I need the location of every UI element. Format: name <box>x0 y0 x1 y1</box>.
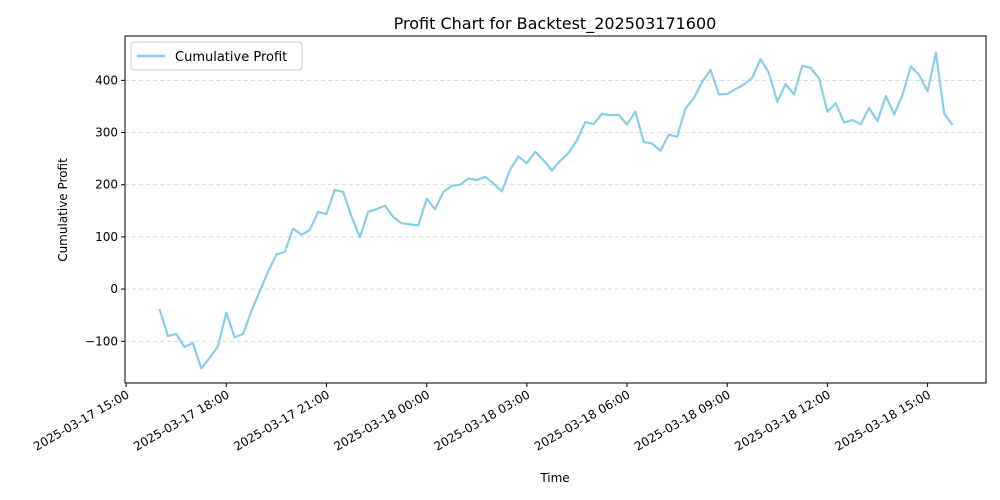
x-tick-label: 2025-03-18 00:00 <box>332 387 433 453</box>
series-line-cumulative-profit <box>158 51 954 370</box>
x-tick-label: 2025-03-18 03:00 <box>432 387 533 453</box>
legend-entry-cumulative-profit: Cumulative Profit <box>175 50 287 65</box>
x-tick-label: 2025-03-18 09:00 <box>632 387 733 453</box>
y-tick-label: 0 <box>110 282 118 296</box>
x-axis-label: Time <box>539 471 569 485</box>
y-tick-label: 400 <box>95 73 118 87</box>
x-tick-label: 2025-03-17 18:00 <box>131 387 232 453</box>
grid-lines <box>125 79 986 342</box>
series-layer <box>158 51 954 370</box>
y-axis-ticks: −100 0 100 200 300 400 <box>85 73 125 348</box>
y-tick-label: 300 <box>95 126 118 140</box>
y-tick-label: −100 <box>85 334 118 348</box>
y-tick-label: 100 <box>95 230 118 244</box>
y-tick-label: 200 <box>95 178 118 192</box>
plot-area-frame <box>124 35 987 384</box>
x-axis-ticks: 2025-03-17 15:00 2025-03-17 18:00 2025-03-… <box>31 383 933 454</box>
x-tick-label: 2025-03-18 06:00 <box>532 387 633 453</box>
x-tick-label: 2025-03-18 12:00 <box>732 387 833 453</box>
legend: Cumulative Profit <box>130 41 303 71</box>
x-tick-label: 2025-03-18 15:00 <box>832 387 933 453</box>
chart-title: Profit Chart for Backtest_202503171600 <box>394 14 717 34</box>
x-tick-label: 2025-03-17 21:00 <box>231 387 332 453</box>
y-axis-label: Cumulative Profit <box>56 158 70 262</box>
legend-box <box>130 41 303 71</box>
x-tick-label: 2025-03-17 15:00 <box>31 387 132 453</box>
